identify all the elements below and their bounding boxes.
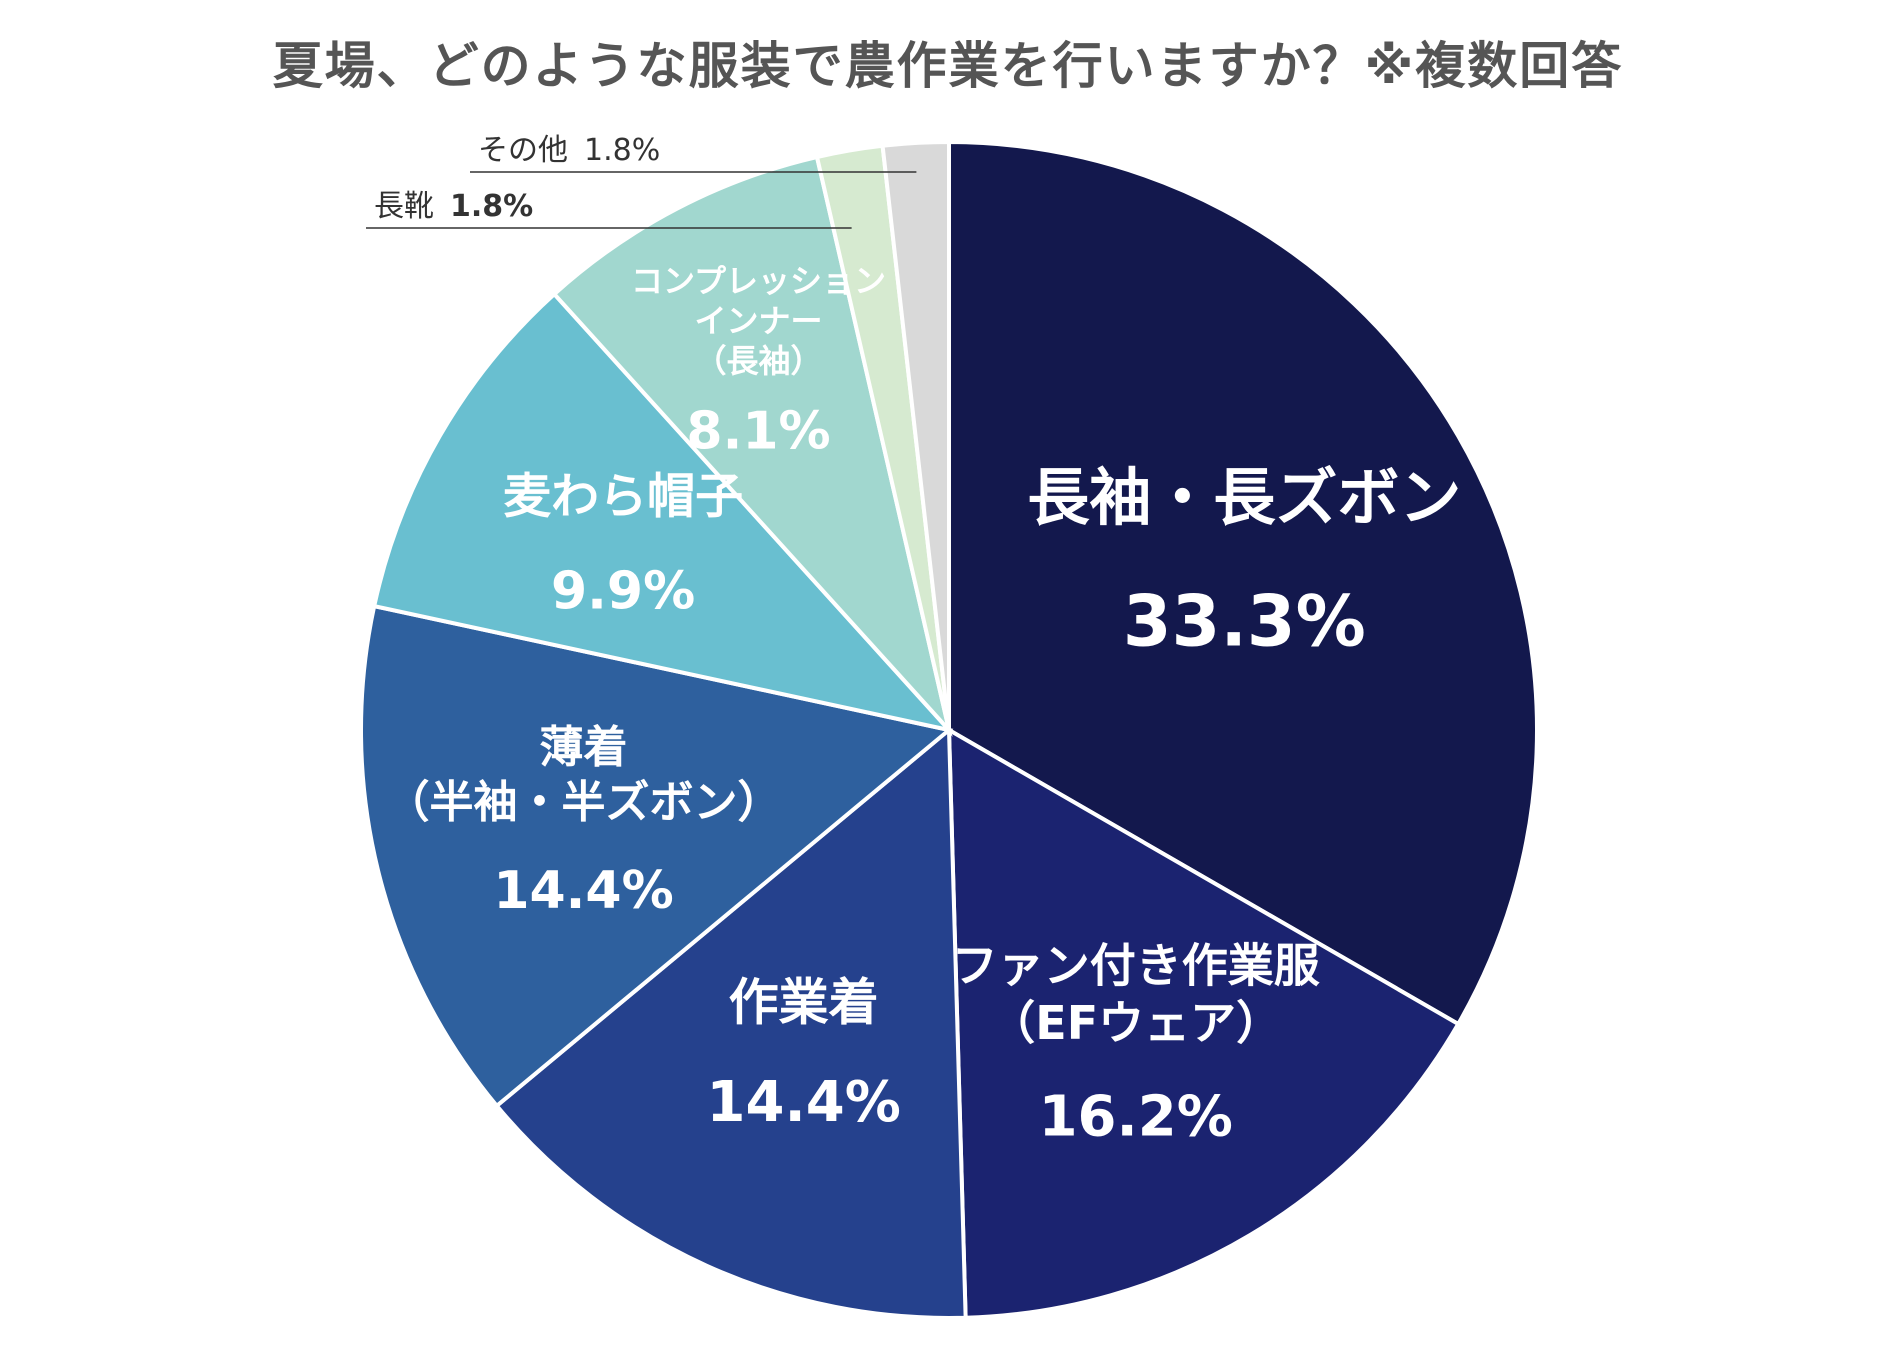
outer-label-value-8: 1.8% bbox=[584, 133, 660, 168]
pie-slice-5 bbox=[371, 291, 955, 734]
chart-title: 夏場、どのような服装で農作業を行いますか？※複数回答 bbox=[272, 37, 1624, 95]
slice-label-6-line-3: （長袖） bbox=[695, 342, 823, 380]
slice-value-1: 33.3% bbox=[1123, 581, 1366, 663]
slice-label-3-line-1: 作業着 bbox=[729, 973, 879, 1031]
outer-label-name-8: その他 bbox=[478, 133, 568, 168]
pie-slice-8 bbox=[880, 139, 951, 731]
slice-value-5: 9.9% bbox=[551, 562, 695, 622]
slice-label-6-line-2: インナー bbox=[695, 302, 823, 340]
slice-label-2-line-2: （EFウェア） bbox=[989, 996, 1282, 1050]
slice-value-4: 14.4% bbox=[493, 861, 673, 921]
slice-label-5-line-1: 麦わら帽子 bbox=[503, 468, 743, 524]
slice-value-3: 14.4% bbox=[707, 1070, 901, 1135]
outer-label-value-7: 1.8% bbox=[450, 189, 533, 224]
slice-label-4-line-1: 薄着 bbox=[540, 722, 628, 773]
slice-label-1-line-1: 長袖・長ズボン bbox=[1027, 461, 1461, 534]
pie-slice-3 bbox=[493, 725, 968, 1320]
slice-label-2-line-1: ファン付き作業服 bbox=[952, 938, 1320, 992]
slice-value-2: 16.2% bbox=[1039, 1085, 1233, 1150]
slice-value-6: 8.1% bbox=[686, 401, 830, 461]
outer-label-name-7: 長靴 bbox=[374, 189, 434, 224]
pie-slice-2 bbox=[946, 726, 1461, 1320]
pie-slice-4 bbox=[359, 603, 954, 1109]
pie-slice-1 bbox=[947, 139, 1539, 1027]
slice-label-6-line-1: コンプレッション bbox=[631, 262, 886, 300]
pie-slice-6 bbox=[551, 154, 953, 738]
slice-label-4-line-2: （半袖・半ズボン） bbox=[386, 777, 782, 828]
